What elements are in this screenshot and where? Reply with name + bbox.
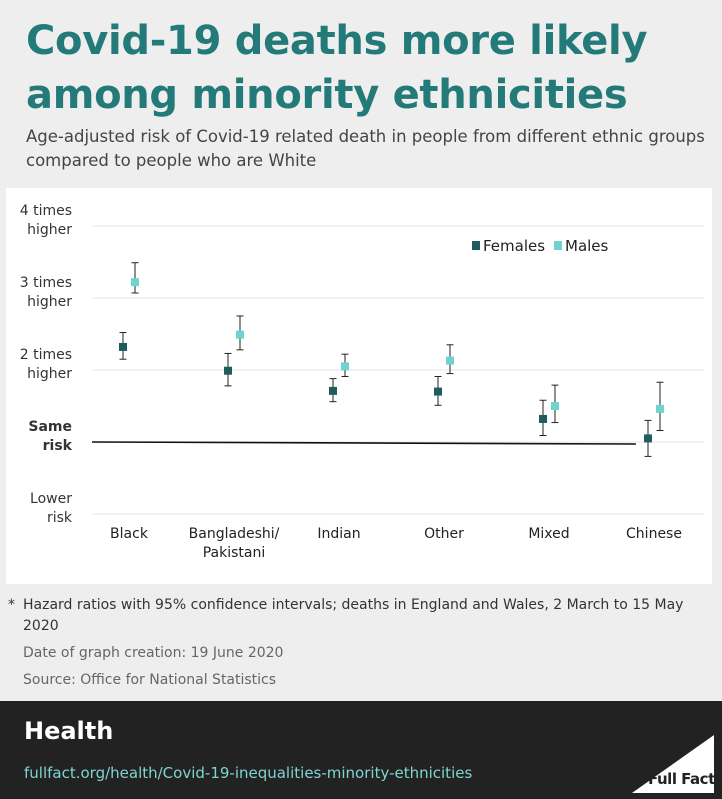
- x-category-label: Black: [110, 526, 149, 542]
- y-tick-label: 2 times: [20, 347, 72, 363]
- chart-subtitle: Age-adjusted risk of Covid-19 related de…: [26, 127, 705, 170]
- data-point-males: [551, 402, 559, 410]
- footer-section-label: Health: [24, 717, 114, 745]
- x-category-label: Chinese: [626, 526, 682, 542]
- legend-label-females: Females: [483, 237, 545, 255]
- chart-panel: 4 times higher 3 times higher 2 times higher S…: [6, 188, 712, 584]
- source-note: Source: Office for National Statistics: [23, 672, 277, 688]
- y-tick-label: higher: [27, 294, 72, 310]
- logo-text: Full Fact: [648, 770, 715, 788]
- same-risk-line: [91, 441, 637, 445]
- footer-url-link[interactable]: fullfact.org/health/Covid-19-inequalitie…: [24, 764, 473, 782]
- chart-title: Covid-19 deaths more likely among minori…: [26, 18, 648, 118]
- y-tick-label: risk: [47, 510, 73, 526]
- y-tick-label: higher: [27, 366, 72, 382]
- data-point-males: [341, 362, 349, 371]
- data-point-females: [539, 414, 547, 423]
- legend-label-males: Males: [565, 237, 609, 255]
- legend-swatch-males: [554, 241, 562, 250]
- y-tick-label: Same: [28, 419, 72, 435]
- data-point-males: [131, 278, 139, 287]
- y-tick-label: risk: [43, 438, 73, 454]
- data-point-males: [236, 330, 244, 339]
- data-point-males: [656, 404, 664, 413]
- data-point-males: [446, 356, 454, 365]
- data-point-females: [329, 386, 337, 395]
- data-point-females: [644, 434, 652, 443]
- full-fact-logo: [632, 735, 714, 793]
- y-tick-label: 4 times: [20, 203, 72, 219]
- y-tick-label: 3 times: [20, 275, 72, 291]
- y-tick-label: Lower: [30, 491, 72, 507]
- creation-date: Date of graph creation: 19 June 2020: [23, 645, 284, 661]
- data-point-females: [224, 366, 232, 375]
- chart-svg: 4 times higher 3 times higher 2 times higher S…: [20, 203, 704, 561]
- y-tick-label: higher: [27, 222, 72, 238]
- footnote: Hazard ratios with 95% confidence interv…: [23, 597, 684, 634]
- data-point-females: [119, 342, 127, 351]
- x-category-label: Other: [424, 526, 464, 542]
- x-category-label: Indian: [317, 526, 360, 542]
- x-category-label: Bangladeshi/: [189, 526, 280, 542]
- footnote-marker: *: [8, 597, 15, 613]
- footer: Health fullfact.org/health/Covid-19-ineq…: [0, 701, 722, 799]
- x-category-label: Mixed: [528, 526, 569, 542]
- x-category-label: Pakistani: [203, 545, 266, 561]
- data-point-females: [434, 387, 442, 396]
- notes: * Hazard ratios with 95% confidence inte…: [8, 595, 708, 691]
- legend-swatch-females: [472, 241, 480, 250]
